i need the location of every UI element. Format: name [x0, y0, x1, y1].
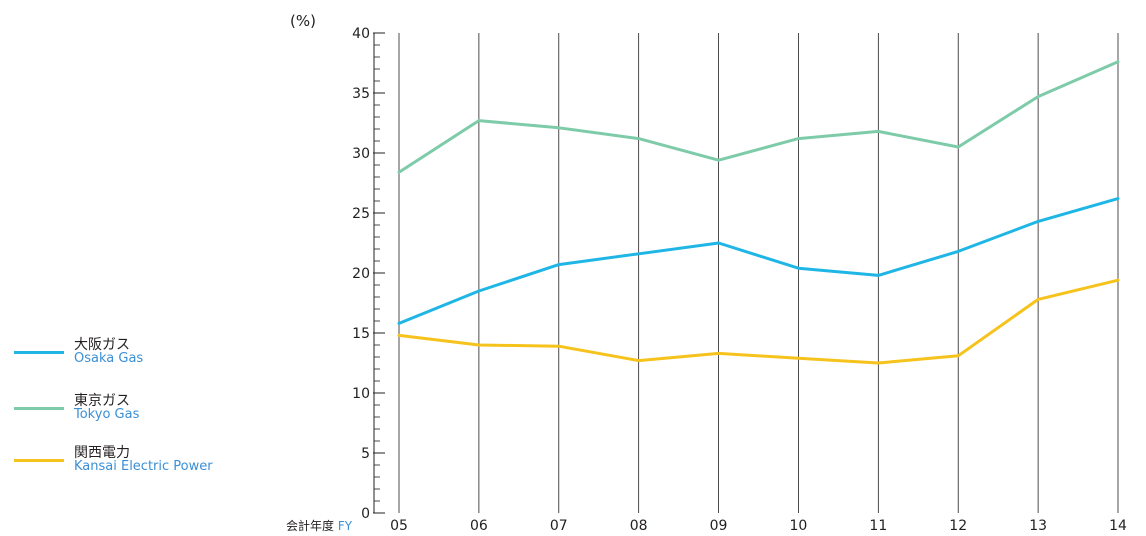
- x-tick-label: 09: [710, 518, 728, 534]
- y-tick-label: 35: [352, 86, 370, 102]
- y-tick-label: 5: [361, 446, 370, 462]
- x-tick-label: 11: [869, 518, 887, 534]
- y-unit-label: (%): [290, 12, 316, 30]
- x-tick-label: 08: [630, 518, 648, 534]
- legend-label-en: Osaka Gas: [74, 351, 144, 366]
- y-tick-label: 30: [352, 146, 370, 162]
- legend-label-en: Tokyo Gas: [74, 407, 140, 422]
- legend-item-osaka-gas: 大阪ガス Osaka Gas: [14, 337, 314, 380]
- legend-label-jp: 関西電力: [74, 445, 130, 461]
- x-tick-label: 13: [1029, 518, 1047, 534]
- x-tick-label: 12: [949, 518, 967, 534]
- legend-label-jp: 東京ガス: [74, 393, 130, 409]
- legend-swatch-osaka-gas: [14, 351, 64, 354]
- y-tick-label: 40: [352, 26, 370, 42]
- series-line-0: [397, 197, 1120, 325]
- x-tick-label: 07: [550, 518, 568, 534]
- legend-swatch-tokyo-gas: [14, 407, 64, 410]
- legend-label-jp: 大阪ガス: [74, 337, 130, 353]
- y-tick-label: 15: [352, 326, 370, 342]
- x-tick-label: 05: [390, 518, 408, 534]
- x-axis-title-jp: 会計年度: [286, 519, 335, 533]
- legend-label-en: Kansai Electric Power: [74, 459, 213, 474]
- x-tick-label: 10: [790, 518, 808, 534]
- y-tick-label: 10: [352, 386, 370, 402]
- y-tick-label: 0: [361, 506, 370, 522]
- legend-swatch-kansai-electric: [14, 459, 64, 462]
- series-lines: [397, 60, 1120, 365]
- series-line-2: [397, 278, 1120, 365]
- legend-item-tokyo-gas: 東京ガス Tokyo Gas: [14, 393, 314, 436]
- x-tick-label: 14: [1109, 518, 1127, 534]
- series-line-1: [397, 60, 1120, 174]
- x-tick-label: 06: [470, 518, 488, 534]
- x-axis-title: 会計年度 FY: [286, 517, 352, 534]
- x-axis-title-en: FY: [337, 519, 353, 533]
- y-tick-label: 25: [352, 206, 370, 222]
- y-axis: [373, 32, 385, 514]
- legend-item-kansai-electric: 関西電力 Kansai Electric Power: [14, 445, 314, 488]
- y-tick-label: 20: [352, 266, 370, 282]
- grid-lines: [398, 33, 1119, 513]
